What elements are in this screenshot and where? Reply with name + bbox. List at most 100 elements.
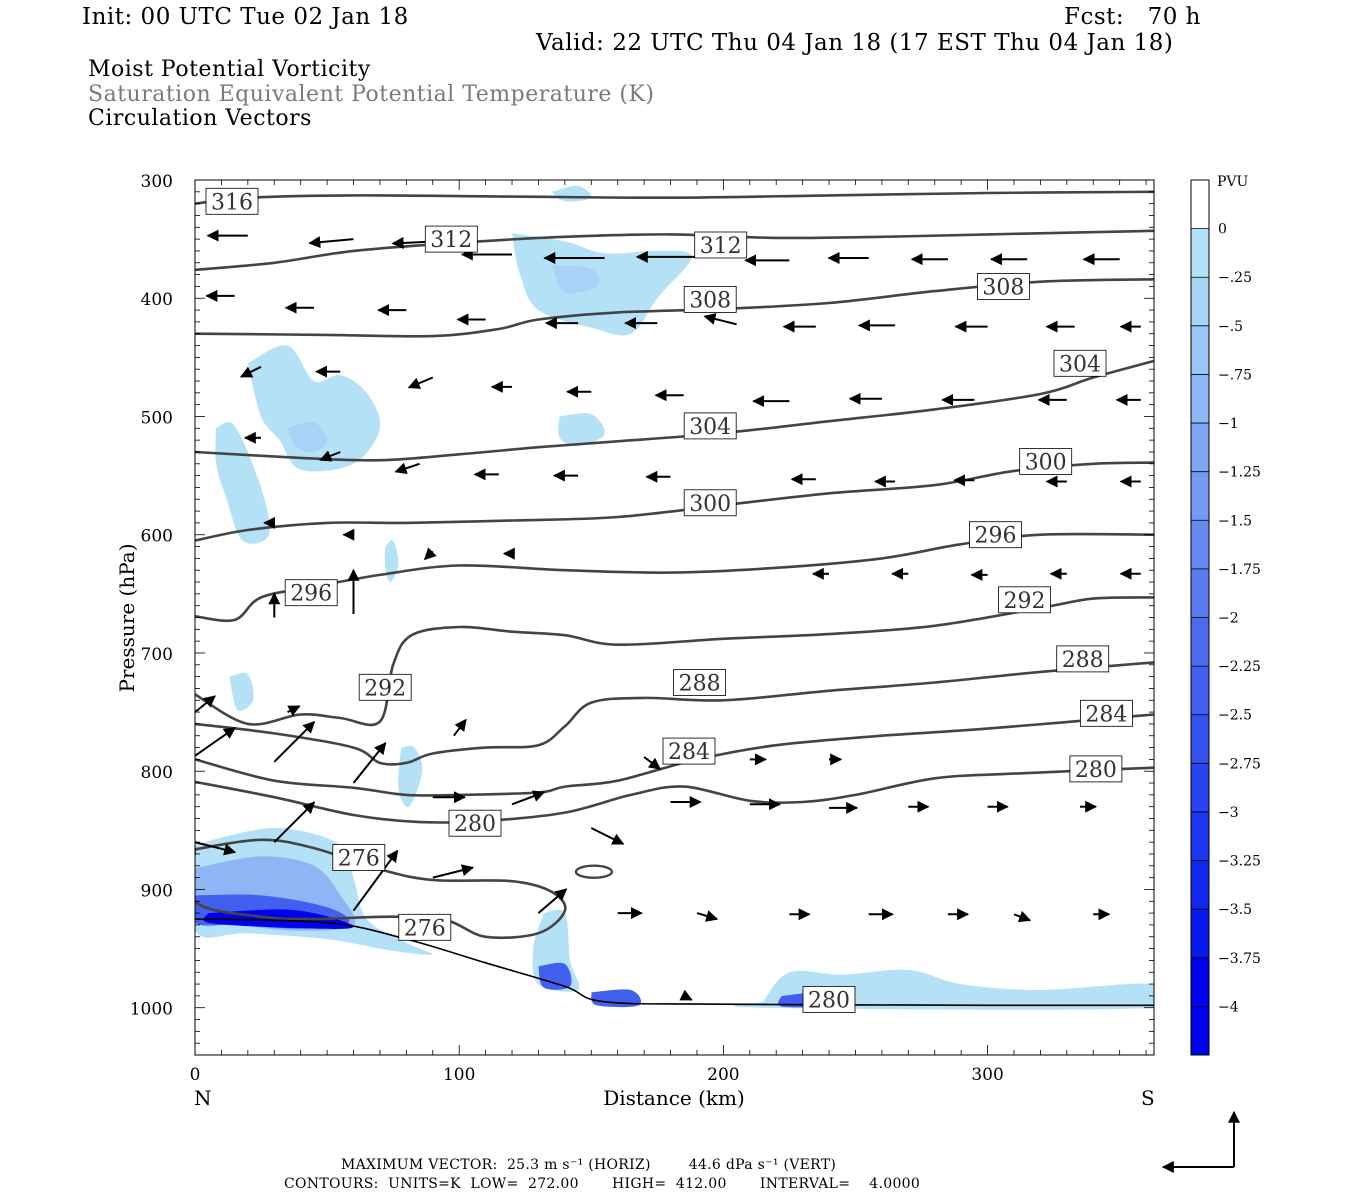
y-tick-label: 800	[141, 763, 173, 783]
circulation-vector	[423, 547, 437, 561]
circulation-vector	[703, 313, 737, 326]
forecast-hour: Fcst: 70 h	[1064, 4, 1201, 30]
colorbar-swatch	[1191, 325, 1209, 375]
x-tick-label: 100	[443, 1065, 475, 1085]
colorbar-swatch	[1191, 568, 1209, 619]
contour-label-box	[802, 986, 856, 1013]
circulation-vector	[195, 726, 236, 757]
x-axis-title: Distance (km)	[603, 1086, 745, 1110]
y-tick-label: 700	[141, 645, 173, 665]
colorbar-label: −.25	[1218, 270, 1252, 286]
circulation-vector	[319, 450, 341, 462]
colorbar-label: −2.75	[1218, 756, 1261, 772]
contour-label-box	[1080, 699, 1133, 727]
pv-region	[384, 539, 399, 583]
theta-contour-284	[195, 713, 1154, 797]
contour-label-box	[205, 187, 259, 215]
contour-label-box	[977, 272, 1030, 300]
colorbar-swatch	[1191, 763, 1209, 813]
y-tick-label: 600	[141, 527, 173, 547]
colorbar-swatch	[1191, 860, 1209, 910]
y-tick-label: 400	[141, 290, 173, 310]
circulation-vector	[643, 756, 662, 770]
theta-contour-316	[195, 190, 1154, 205]
y-axis-title: Pressure (hPa)	[115, 544, 139, 693]
x-tick-label: 200	[707, 1065, 739, 1085]
contour-label: 296	[975, 524, 1017, 549]
circulation-vector	[239, 365, 262, 378]
colorbar-label: −3.75	[1218, 951, 1261, 967]
theta-contours	[195, 190, 1154, 1007]
circulation-vector	[308, 236, 354, 249]
circulation-vector	[352, 742, 387, 784]
y-tick-label: 300	[141, 172, 173, 192]
colorbar-label: 0	[1218, 222, 1227, 238]
contour-label-box	[1053, 349, 1107, 377]
contour-label: 300	[689, 492, 731, 517]
contour-label: 308	[982, 275, 1024, 300]
colorbar-swatch	[1191, 374, 1209, 424]
contour-label: 280	[1075, 758, 1117, 783]
field-label-pv: Moist Potential Vorticity	[88, 57, 371, 82]
circulation-vector	[273, 720, 316, 763]
colorbar-label: −2.5	[1218, 708, 1252, 724]
colorbar-label: −1.25	[1218, 465, 1261, 481]
colorbar-swatch	[1191, 1006, 1209, 1055]
x-tick-label: 300	[971, 1065, 1003, 1085]
circulation-vector	[432, 864, 474, 879]
theta-contour-312	[195, 229, 1154, 272]
contour-label: 312	[430, 228, 472, 253]
colorbar-swatch	[1191, 180, 1209, 230]
theta-contour-304	[195, 359, 1154, 462]
pv-colorbar: PVU 0 −.25 −.5 −.75 −1 −1.25 −1.5 −1.75 −2 −2.25 −2…	[1190, 174, 1261, 1056]
colorbar-swatch	[1191, 277, 1209, 327]
colorbar-swatch	[1191, 617, 1209, 667]
contour-label: 284	[668, 740, 710, 765]
contour-label-box	[332, 844, 386, 871]
contour-info-note: CONTOURS: UNITS=K LOW= 272.00 HIGH= 412.…	[284, 1176, 921, 1192]
colorbar-title: PVU	[1217, 174, 1249, 190]
y-tick-label: 900	[141, 882, 173, 902]
colorbar-label: −1	[1218, 416, 1239, 432]
circulation-vector	[679, 989, 693, 1001]
x-right-end-label: S	[1141, 1086, 1155, 1110]
colorbar-label: −2.25	[1218, 659, 1261, 675]
circulation-vector	[287, 705, 301, 717]
contour-label: 312	[700, 234, 742, 259]
theta-contour-small-loop	[574, 864, 614, 879]
axes: 300 400 500 600 700 800 900 1000 0 100 200 300	[130, 172, 1154, 1085]
contour-label-box	[358, 673, 412, 701]
pv-region	[551, 265, 599, 294]
pv-region	[247, 345, 381, 472]
contour-label-box	[1056, 645, 1110, 673]
colorbar-label: −3	[1218, 805, 1239, 821]
reference-vector	[1161, 1110, 1240, 1173]
contour-label: 304	[689, 415, 731, 440]
field-label-vectors: Circulation Vectors	[88, 106, 312, 131]
colorbar-label: −2	[1218, 611, 1239, 627]
colorbar-label: −4	[1218, 999, 1239, 1015]
colorbar-label: −3.25	[1218, 854, 1261, 870]
colorbar-swatch	[1191, 666, 1209, 716]
contour-label: 292	[364, 676, 406, 701]
circulation-vector	[696, 910, 719, 922]
pv-region	[229, 672, 254, 711]
colorbar-swatch	[1191, 957, 1209, 1007]
contour-label: 280	[808, 988, 850, 1013]
init-time: Init: 00 UTC Tue 02 Jan 18	[82, 4, 409, 30]
theta-contour-300	[195, 461, 1154, 542]
pv-region	[215, 422, 270, 544]
max-vector-note: MAXIMUM VECTOR: 25.3 m s⁻¹ (HORIZ) 44.6 …	[341, 1157, 837, 1173]
x-left-end-label: N	[194, 1086, 212, 1110]
colorbar-label: −1.75	[1218, 562, 1261, 578]
contour-label-box	[683, 412, 737, 440]
colorbar-label: −.5	[1218, 319, 1243, 335]
contour-label: 280	[454, 812, 496, 837]
circulation-vector	[273, 801, 316, 843]
colorbar-swatch	[1191, 909, 1209, 959]
contour-label-box	[969, 521, 1022, 549]
pv-region	[551, 185, 592, 202]
colorbar-swatch	[1191, 811, 1209, 862]
colorbar-swatch	[1191, 228, 1209, 278]
theta-contour-280	[195, 766, 1154, 824]
